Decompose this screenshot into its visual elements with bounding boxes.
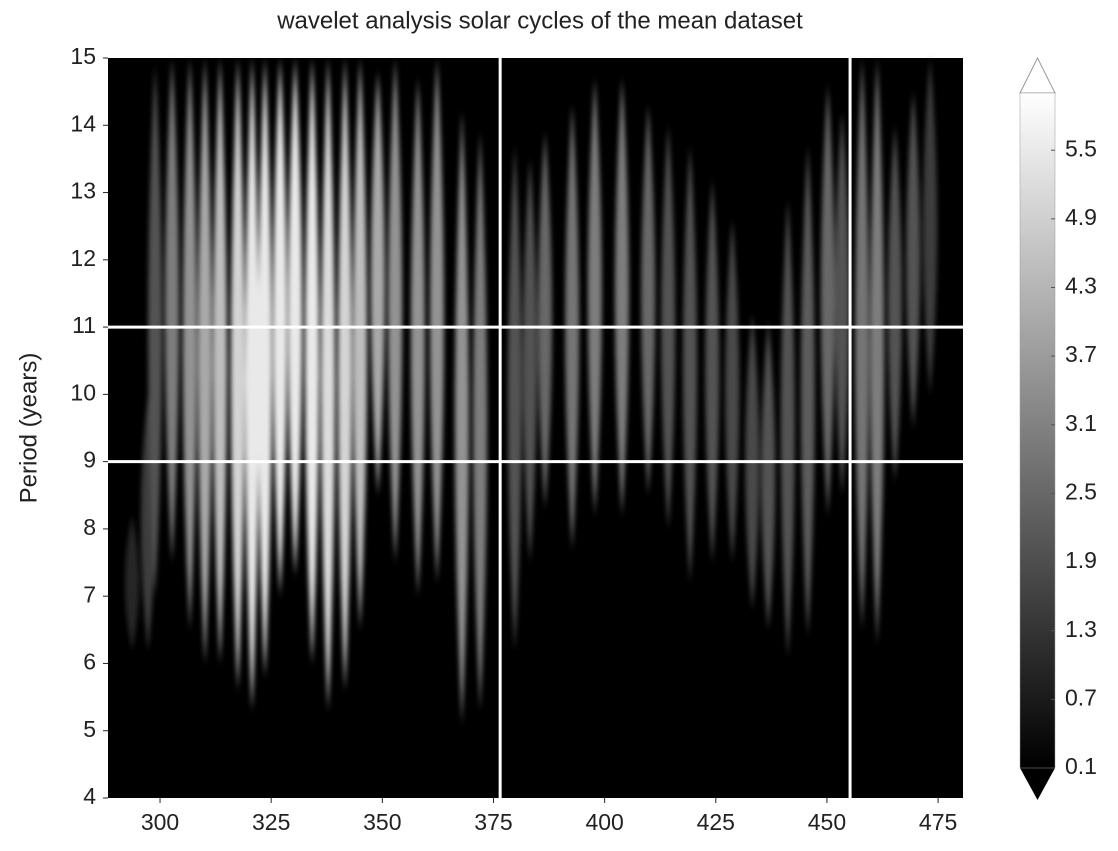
- wavelet-stripe: [288, 58, 303, 576]
- y-tick-label: 5: [83, 716, 96, 742]
- colorbar-tick-label: 5.5: [1065, 135, 1097, 161]
- wavelet-stripe: [683, 145, 698, 583]
- y-tick-label: 15: [70, 43, 96, 69]
- wavelet-stripe: [587, 78, 602, 516]
- colorbar-tick-label: 1.9: [1065, 547, 1097, 573]
- wavelet-stripe: [430, 58, 445, 583]
- heatmap-cells: [125, 58, 938, 725]
- wavelet-stripe: [125, 515, 140, 650]
- wavelet-stripe: [353, 58, 368, 630]
- x-tick-label: 375: [474, 809, 512, 835]
- x-tick-label: 300: [141, 809, 179, 835]
- wavelet-stripe: [257, 58, 272, 677]
- x-tick-label: 400: [585, 809, 623, 835]
- colorbar-tick-label: 4.9: [1065, 204, 1097, 230]
- wavelet-stripe: [641, 105, 656, 496]
- wavelet-stripe: [507, 145, 522, 651]
- x-tick-label: 425: [697, 809, 735, 835]
- wavelet-stripe: [148, 64, 163, 597]
- y-tick-label: 6: [83, 649, 96, 675]
- wavelet-stripe: [614, 78, 629, 516]
- wavelet-stripe: [337, 58, 352, 691]
- colorbar-tick-label: 1.3: [1065, 616, 1097, 642]
- chart-title: wavelet analysis solar cycles of the mea…: [276, 7, 803, 34]
- x-tick-label: 325: [252, 809, 290, 835]
- wavelet-stripe: [410, 78, 425, 597]
- wavelet-stripe: [705, 179, 720, 563]
- wavelet-stripe: [370, 71, 385, 496]
- y-axis-label: Period (years): [15, 353, 42, 504]
- y-tick-label: 12: [70, 245, 96, 271]
- colorbar-tick-label: 3.7: [1065, 341, 1097, 367]
- wavelet-stripe: [473, 132, 488, 711]
- y-tick-label: 13: [70, 178, 96, 204]
- wavelet-stripe: [454, 111, 469, 725]
- wavelet-stripe: [725, 219, 740, 563]
- y-tick-label: 11: [72, 312, 96, 338]
- x-tick-label: 350: [363, 809, 401, 835]
- y-tick-label: 10: [70, 379, 96, 405]
- colorbar-tick-label: 2.5: [1065, 479, 1097, 505]
- wavelet-stripe: [230, 58, 245, 691]
- y-tick-label: 14: [70, 110, 96, 136]
- wavelet-stripe: [245, 58, 260, 711]
- wavelet-stripe: [305, 58, 320, 664]
- colorbar-top-extension: [1019, 56, 1056, 94]
- y-tick-label: 7: [83, 581, 96, 607]
- wavelet-stripe: [887, 125, 902, 482]
- wavelet-stripe: [538, 132, 553, 509]
- wavelet-stripe: [213, 58, 228, 664]
- plot-area: 300 325 350 375 400 425 450 475 4 5 6 7 8 9 10 11 12 13 14…: [70, 43, 963, 835]
- colorbar-tick-label: 4.3: [1065, 273, 1097, 299]
- wavelet-stripe: [197, 58, 212, 664]
- wavelet-stripe: [165, 58, 180, 563]
- colorbar: 0.1 0.7 1.3 1.9 2.5 3.1 3.7 4.3 4.9 5.5: [1019, 56, 1097, 800]
- wavelet-stripe: [906, 91, 921, 429]
- wavelet-stripe: [761, 320, 776, 630]
- x-tick-label: 475: [919, 809, 957, 835]
- colorbar-tick-label: 3.1: [1065, 410, 1097, 436]
- y-tick-label: 4: [83, 783, 96, 809]
- colorbar-tick-label: 0.1: [1065, 753, 1097, 779]
- x-tick-label: 450: [808, 809, 846, 835]
- y-tick-label: 8: [83, 514, 96, 540]
- colorbar-scale: [1019, 92, 1056, 769]
- wavelet-stripe: [820, 84, 835, 516]
- wavelet-stripe: [800, 145, 815, 637]
- wavelet-stripe: [321, 58, 336, 711]
- wavelet-stripe: [870, 58, 885, 644]
- wavelet-stripe: [780, 199, 795, 657]
- wavelet-stripe: [855, 58, 870, 630]
- wavelet-stripe: [835, 111, 850, 496]
- wavelet-stripe: [388, 58, 403, 563]
- wavelet-stripe: [182, 58, 197, 630]
- colorbar-tick-label: 0.7: [1065, 684, 1097, 710]
- wavelet-stripe: [923, 58, 938, 395]
- y-tick-label: 9: [83, 447, 96, 473]
- colorbar-bottom-extension: [1020, 768, 1055, 800]
